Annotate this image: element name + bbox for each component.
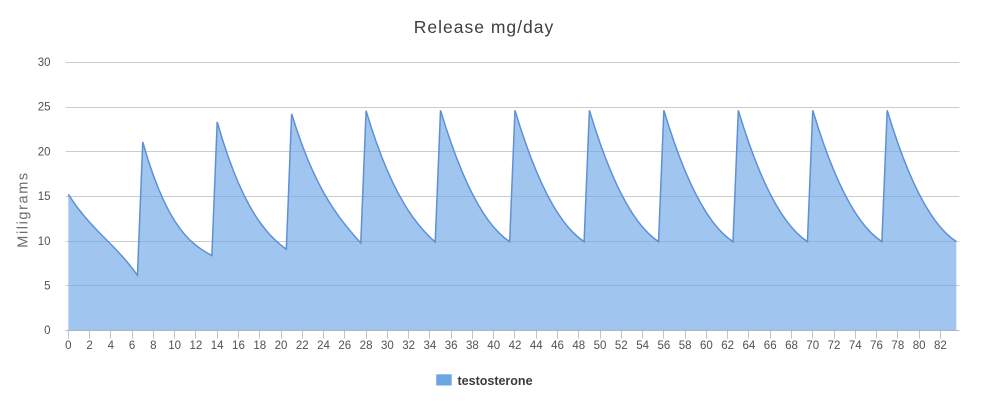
svg-text:72: 72: [828, 340, 841, 352]
svg-text:6: 6: [129, 340, 135, 352]
svg-text:20: 20: [38, 146, 51, 158]
svg-text:testosterone: testosterone: [458, 374, 533, 388]
svg-text:Miligrams: Miligrams: [16, 171, 32, 247]
svg-text:14: 14: [211, 340, 224, 352]
svg-text:4: 4: [108, 340, 115, 352]
svg-text:82: 82: [934, 340, 947, 352]
svg-text:8: 8: [150, 340, 156, 352]
svg-text:Release mg/day: Release mg/day: [414, 17, 554, 37]
svg-text:28: 28: [360, 340, 373, 352]
svg-text:80: 80: [913, 340, 926, 352]
svg-text:30: 30: [38, 57, 51, 69]
svg-text:50: 50: [594, 340, 607, 352]
svg-text:62: 62: [721, 340, 734, 352]
svg-text:24: 24: [317, 340, 330, 352]
svg-text:16: 16: [232, 340, 245, 352]
svg-text:70: 70: [806, 340, 819, 352]
svg-text:15: 15: [38, 191, 51, 203]
svg-text:68: 68: [785, 340, 798, 352]
svg-text:60: 60: [700, 340, 713, 352]
svg-text:44: 44: [530, 340, 543, 352]
svg-text:22: 22: [296, 340, 309, 352]
svg-text:74: 74: [849, 340, 862, 352]
svg-text:32: 32: [402, 340, 415, 352]
svg-text:12: 12: [190, 340, 203, 352]
svg-text:46: 46: [551, 340, 564, 352]
svg-text:54: 54: [636, 340, 649, 352]
svg-text:0: 0: [44, 325, 50, 337]
svg-text:40: 40: [487, 340, 500, 352]
svg-text:30: 30: [381, 340, 394, 352]
svg-text:78: 78: [891, 340, 904, 352]
svg-text:64: 64: [743, 340, 756, 352]
svg-text:0: 0: [65, 340, 71, 352]
svg-text:25: 25: [38, 102, 51, 114]
svg-text:58: 58: [679, 340, 692, 352]
svg-text:76: 76: [870, 340, 883, 352]
svg-text:42: 42: [509, 340, 522, 352]
svg-text:10: 10: [38, 236, 51, 248]
svg-text:10: 10: [168, 340, 181, 352]
svg-text:34: 34: [423, 340, 436, 352]
svg-text:20: 20: [275, 340, 288, 352]
svg-text:52: 52: [615, 340, 628, 352]
svg-text:18: 18: [253, 340, 266, 352]
svg-text:66: 66: [764, 340, 777, 352]
svg-text:26: 26: [338, 340, 351, 352]
svg-text:56: 56: [657, 340, 670, 352]
svg-text:38: 38: [466, 340, 479, 352]
svg-text:2: 2: [86, 340, 92, 352]
svg-text:5: 5: [44, 280, 50, 292]
svg-text:48: 48: [572, 340, 585, 352]
svg-text:36: 36: [445, 340, 458, 352]
